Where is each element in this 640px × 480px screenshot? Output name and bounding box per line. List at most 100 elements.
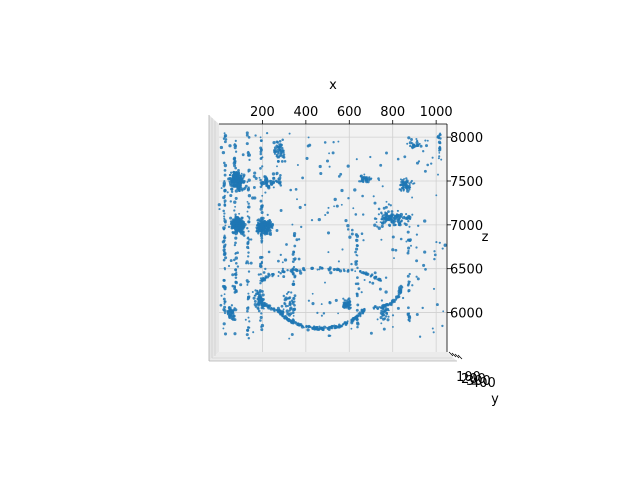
data-point — [406, 230, 410, 234]
data-point — [224, 268, 226, 271]
data-point — [410, 179, 413, 183]
data-point — [301, 176, 304, 180]
data-point — [350, 321, 354, 325]
data-point — [415, 259, 419, 263]
data-point — [260, 236, 264, 240]
data-point — [241, 216, 244, 220]
data-point — [305, 325, 308, 328]
data-point — [397, 223, 401, 227]
data-point — [409, 244, 413, 247]
data-point — [231, 273, 235, 277]
data-point — [311, 302, 315, 306]
data-point — [324, 281, 326, 284]
data-point — [246, 226, 249, 230]
data-point — [247, 292, 250, 295]
data-point — [247, 220, 251, 224]
data-point — [387, 214, 390, 217]
data-point — [415, 246, 418, 249]
data-point — [354, 250, 357, 254]
data-point — [382, 327, 386, 331]
data-point — [233, 258, 236, 262]
data-point — [292, 297, 295, 300]
data-point — [291, 223, 294, 226]
data-point — [278, 176, 282, 180]
data-point — [267, 186, 271, 189]
data-point — [380, 212, 383, 215]
data-point — [244, 184, 248, 188]
data-point — [281, 269, 285, 273]
data-point — [329, 334, 332, 337]
data-point — [268, 225, 272, 228]
data-point — [392, 298, 395, 302]
data-point — [355, 253, 358, 256]
data-point — [260, 312, 263, 315]
data-point — [293, 257, 297, 261]
data-point — [259, 234, 264, 238]
data-point — [324, 213, 327, 217]
data-point — [439, 148, 442, 152]
data-point — [350, 268, 354, 272]
data-point — [441, 324, 444, 328]
data-point — [276, 159, 280, 163]
data-point — [363, 278, 366, 282]
data-point — [407, 318, 410, 321]
data-point — [337, 260, 340, 263]
data-point — [394, 248, 398, 252]
z-ticks: 6000 6500 7000 7500 8000 — [447, 131, 483, 322]
data-point — [229, 216, 233, 220]
data-point — [312, 325, 316, 328]
data-point — [247, 316, 250, 319]
data-point — [279, 184, 283, 187]
data-point — [417, 224, 420, 227]
data-point — [342, 301, 345, 304]
data-point — [359, 180, 362, 183]
data-point — [430, 162, 433, 165]
data-point — [222, 258, 226, 262]
data-point — [250, 238, 253, 241]
data-point — [437, 157, 440, 160]
data-point — [424, 268, 427, 271]
data-point — [384, 308, 387, 312]
data-point — [223, 332, 228, 336]
data-point — [396, 209, 399, 212]
data-point — [335, 269, 339, 272]
data-point — [292, 307, 297, 311]
data-point — [407, 249, 410, 253]
data-point — [260, 328, 264, 332]
data-point — [331, 151, 335, 155]
data-point — [335, 204, 339, 208]
data-point — [293, 294, 297, 298]
data-point — [373, 223, 377, 227]
z-tick-label: 7500 — [450, 175, 483, 190]
data-point — [333, 205, 336, 208]
data-point — [271, 275, 274, 278]
data-point — [342, 268, 346, 271]
data-point — [355, 158, 358, 161]
data-point — [219, 303, 223, 307]
data-point — [239, 174, 243, 178]
data-point — [412, 182, 415, 185]
data-point — [234, 166, 237, 170]
data-point — [387, 210, 390, 214]
data-point — [247, 170, 250, 173]
data-point — [257, 273, 261, 276]
data-point — [286, 312, 290, 316]
data-point — [389, 204, 392, 207]
data-point — [288, 337, 291, 340]
data-point — [292, 250, 296, 254]
data-point — [237, 179, 240, 182]
data-point — [272, 186, 275, 189]
data-point — [283, 258, 288, 262]
data-point — [281, 261, 284, 264]
data-point — [353, 188, 357, 192]
data-point — [378, 179, 381, 182]
data-point — [223, 204, 227, 207]
data-point — [411, 284, 414, 287]
data-point — [338, 323, 341, 326]
data-point — [380, 299, 384, 302]
data-point — [407, 316, 412, 320]
data-point — [390, 210, 394, 213]
data-point — [246, 283, 249, 286]
data-point — [228, 177, 232, 180]
data-point — [407, 246, 411, 250]
